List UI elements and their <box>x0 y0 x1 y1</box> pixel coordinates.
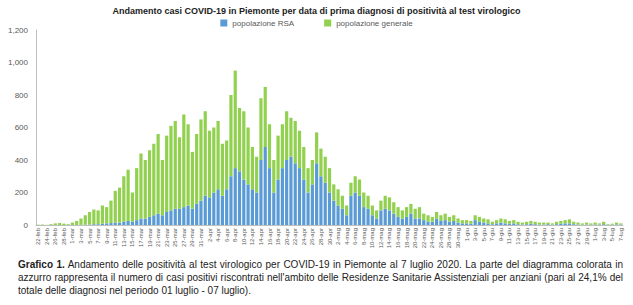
svg-text:popolazione generale: popolazione generale <box>336 19 413 28</box>
svg-text:24-feb: 24-feb <box>44 227 50 245</box>
svg-text:27-mar: 27-mar <box>181 228 187 247</box>
svg-text:11-giu: 11-giu <box>506 228 512 244</box>
svg-text:17-mar: 17-mar <box>138 228 144 247</box>
svg-text:25-giu: 25-giu <box>566 228 572 245</box>
svg-text:29-giu: 29-giu <box>584 228 590 245</box>
svg-text:8-apr: 8-apr <box>232 228 238 242</box>
svg-text:20-apr: 20-apr <box>284 228 290 245</box>
svg-text:7-mar: 7-mar <box>95 228 101 244</box>
svg-text:4-apr: 4-apr <box>215 228 221 242</box>
svg-text:20-mag: 20-mag <box>412 228 418 248</box>
svg-text:15-giu: 15-giu <box>524 228 530 245</box>
svg-text:17-giu: 17-giu <box>532 228 538 245</box>
svg-text:24-mag: 24-mag <box>429 228 435 248</box>
svg-text:5-lug: 5-lug <box>609 228 615 241</box>
svg-text:22-feb: 22-feb <box>35 227 41 245</box>
svg-text:8-mag: 8-mag <box>361 228 367 245</box>
svg-text:19-mar: 19-mar <box>147 228 153 247</box>
svg-text:7-giu: 7-giu <box>489 228 495 241</box>
svg-text:25-mar: 25-mar <box>172 228 178 247</box>
svg-text:14-mag: 14-mag <box>386 228 392 248</box>
svg-text:2-apr: 2-apr <box>207 228 213 242</box>
svg-text:18-apr: 18-apr <box>275 228 281 245</box>
svg-text:12-apr: 12-apr <box>249 228 255 245</box>
svg-text:28-feb: 28-feb <box>61 227 67 245</box>
svg-text:14-apr: 14-apr <box>258 228 264 245</box>
svg-text:26-apr: 26-apr <box>309 228 315 245</box>
svg-text:400: 400 <box>15 156 29 165</box>
svg-text:3-giu: 3-giu <box>472 228 478 241</box>
svg-text:18-mag: 18-mag <box>404 228 410 248</box>
svg-text:3-lug: 3-lug <box>601 228 607 241</box>
svg-text:800: 800 <box>15 91 29 100</box>
svg-text:popolazione RSA: popolazione RSA <box>232 19 294 28</box>
svg-text:6-apr: 6-apr <box>224 228 230 242</box>
svg-text:22-mag: 22-mag <box>421 228 427 248</box>
svg-text:29-mar: 29-mar <box>189 228 195 247</box>
svg-text:26-feb: 26-feb <box>52 227 58 245</box>
svg-text:28-mag: 28-mag <box>446 228 452 248</box>
svg-text:21-giu: 21-giu <box>549 228 555 245</box>
svg-text:10-mag: 10-mag <box>369 228 375 248</box>
svg-text:6-mag: 6-mag <box>352 228 358 245</box>
svg-text:11-mar: 11-mar <box>112 228 118 247</box>
svg-text:1-lug: 1-lug <box>592 228 598 241</box>
svg-text:200: 200 <box>15 188 29 197</box>
svg-text:30-apr: 30-apr <box>327 228 333 245</box>
svg-text:12-mag: 12-mag <box>378 228 384 248</box>
svg-text:9-giu: 9-giu <box>498 228 504 241</box>
svg-text:5-mar: 5-mar <box>87 228 93 244</box>
svg-text:2-mag: 2-mag <box>335 228 341 245</box>
html-text:Grafico 1. Andamento delle pos: Grafico 1. Andamento delle positività al… <box>18 259 623 296</box>
svg-text:28-apr: 28-apr <box>318 228 324 245</box>
svg-text:4-mag: 4-mag <box>344 228 350 245</box>
svg-text:24-apr: 24-apr <box>301 228 307 245</box>
svg-text:22-apr: 22-apr <box>292 228 298 245</box>
svg-text:26-mag: 26-mag <box>438 228 444 248</box>
svg-text:1-mar: 1-mar <box>69 228 75 244</box>
svg-text:16-mag: 16-mag <box>395 228 401 248</box>
svg-text:3-mar: 3-mar <box>78 228 84 244</box>
svg-text:23-giu: 23-giu <box>558 228 564 245</box>
svg-text:27-giu: 27-giu <box>575 228 581 245</box>
svg-text:13-mar: 13-mar <box>121 228 127 247</box>
svg-text:7-lug: 7-lug <box>618 228 624 241</box>
svg-text:21-mar: 21-mar <box>155 228 161 247</box>
svg-text:0: 0 <box>24 221 29 230</box>
svg-text:600: 600 <box>15 123 29 132</box>
svg-text:13-giu: 13-giu <box>515 228 521 245</box>
svg-text:1-giu: 1-giu <box>464 228 470 241</box>
svg-text:1,000: 1,000 <box>8 58 29 67</box>
svg-text:Andamento casi COVID-19 in Pie: Andamento casi COVID-19 in Piemonte per … <box>112 6 521 16</box>
svg-text:23-mar: 23-mar <box>164 228 170 247</box>
svg-text:1,200: 1,200 <box>8 26 29 35</box>
svg-text:5-giu: 5-giu <box>481 228 487 241</box>
svg-text:16-apr: 16-apr <box>267 228 273 245</box>
svg-text:10-apr: 10-apr <box>241 228 247 245</box>
svg-text:19-giu: 19-giu <box>541 228 547 245</box>
svg-text:9-mar: 9-mar <box>104 228 110 244</box>
svg-text:30-mag: 30-mag <box>455 228 461 248</box>
svg-text:31-mar: 31-mar <box>198 228 204 247</box>
svg-text:15-mar: 15-mar <box>129 228 135 247</box>
